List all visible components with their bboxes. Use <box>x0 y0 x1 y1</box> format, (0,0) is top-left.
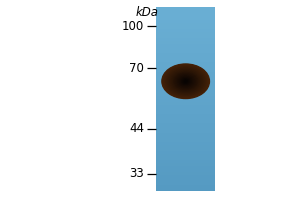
Ellipse shape <box>177 75 194 88</box>
Ellipse shape <box>169 69 202 93</box>
Bar <box>156 175 215 178</box>
Bar <box>156 126 215 130</box>
Bar <box>156 96 215 99</box>
Ellipse shape <box>181 78 190 85</box>
Bar <box>156 44 215 47</box>
Bar <box>156 187 215 191</box>
Text: 44: 44 <box>129 122 144 135</box>
Bar <box>156 86 215 90</box>
Ellipse shape <box>184 80 187 82</box>
Text: 70: 70 <box>129 62 144 75</box>
Bar <box>156 71 215 75</box>
Ellipse shape <box>173 72 198 90</box>
Ellipse shape <box>168 69 203 94</box>
Ellipse shape <box>179 77 192 86</box>
Bar <box>156 138 215 142</box>
Bar <box>156 22 215 26</box>
Bar <box>156 163 215 166</box>
Bar <box>156 80 215 84</box>
Ellipse shape <box>182 78 190 84</box>
Ellipse shape <box>185 81 187 82</box>
Bar <box>156 178 215 182</box>
Bar <box>156 62 215 65</box>
Ellipse shape <box>167 68 204 94</box>
Bar <box>156 141 215 145</box>
Bar <box>156 7 215 10</box>
Bar <box>156 111 215 114</box>
Bar <box>156 129 215 133</box>
Bar <box>156 105 215 108</box>
Bar <box>156 31 215 35</box>
Bar <box>156 13 215 16</box>
Ellipse shape <box>167 67 205 95</box>
Bar <box>156 89 215 93</box>
Ellipse shape <box>176 74 196 89</box>
Bar <box>156 123 215 127</box>
Ellipse shape <box>178 76 194 87</box>
Bar <box>156 28 215 32</box>
Bar <box>156 56 215 59</box>
Bar <box>156 120 215 123</box>
Ellipse shape <box>164 66 207 97</box>
Bar <box>156 114 215 117</box>
Ellipse shape <box>165 66 206 96</box>
Text: 33: 33 <box>129 167 144 180</box>
Bar <box>156 53 215 56</box>
Bar <box>156 68 215 72</box>
Ellipse shape <box>163 65 209 98</box>
Ellipse shape <box>172 71 199 91</box>
Bar <box>156 50 215 53</box>
Bar <box>156 151 215 154</box>
Bar <box>156 108 215 111</box>
Bar <box>156 172 215 175</box>
Bar <box>156 16 215 20</box>
Bar <box>156 77 215 81</box>
Ellipse shape <box>180 77 191 85</box>
Text: kDa: kDa <box>135 6 158 19</box>
Bar <box>156 34 215 38</box>
Ellipse shape <box>183 80 188 83</box>
Ellipse shape <box>166 67 206 96</box>
Bar <box>156 74 215 78</box>
Bar <box>156 65 215 68</box>
Ellipse shape <box>182 79 189 84</box>
Bar <box>156 132 215 136</box>
Ellipse shape <box>164 65 208 97</box>
Ellipse shape <box>174 73 198 90</box>
Bar <box>156 166 215 169</box>
Ellipse shape <box>178 76 193 86</box>
Bar <box>156 144 215 148</box>
Bar <box>156 157 215 160</box>
Bar <box>156 41 215 44</box>
Ellipse shape <box>170 70 202 93</box>
Ellipse shape <box>171 70 201 92</box>
Bar <box>156 25 215 29</box>
Bar <box>156 102 215 105</box>
Ellipse shape <box>176 74 195 88</box>
Bar <box>156 47 215 50</box>
Bar <box>156 59 215 62</box>
Bar <box>156 83 215 87</box>
Text: 100: 100 <box>122 20 144 33</box>
Bar <box>156 37 215 41</box>
Bar <box>156 19 215 23</box>
Bar <box>156 135 215 139</box>
Bar <box>156 160 215 163</box>
Bar <box>156 184 215 188</box>
Bar <box>156 169 215 172</box>
Bar <box>156 117 215 120</box>
Bar <box>156 181 215 185</box>
Bar <box>156 154 215 157</box>
Ellipse shape <box>171 71 200 92</box>
Ellipse shape <box>162 64 209 99</box>
Bar <box>156 99 215 102</box>
Bar <box>156 148 215 151</box>
Bar <box>156 93 215 96</box>
Ellipse shape <box>175 73 197 89</box>
Bar <box>156 10 215 13</box>
